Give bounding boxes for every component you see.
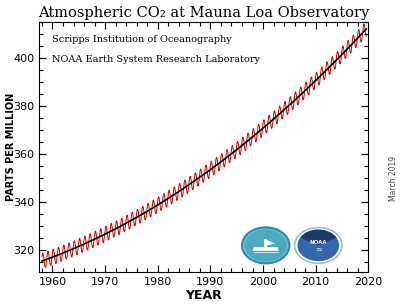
Circle shape — [245, 229, 286, 261]
Polygon shape — [267, 240, 275, 245]
Text: Scripps Institution of Oceanography: Scripps Institution of Oceanography — [52, 34, 232, 44]
X-axis label: YEAR: YEAR — [186, 290, 222, 302]
Text: March 2019: March 2019 — [390, 156, 398, 201]
Circle shape — [298, 229, 339, 261]
Polygon shape — [264, 239, 267, 247]
Circle shape — [295, 227, 342, 263]
Y-axis label: PARTS PER MILLION: PARTS PER MILLION — [6, 93, 16, 201]
Polygon shape — [253, 247, 279, 251]
Wedge shape — [300, 229, 336, 245]
Circle shape — [242, 227, 289, 263]
Title: Atmospheric CO₂ at Mauna Loa Observatory: Atmospheric CO₂ at Mauna Loa Observatory — [38, 6, 370, 19]
Text: NOAA: NOAA — [310, 240, 327, 245]
Text: NOAA Earth System Research Laboratory: NOAA Earth System Research Laboratory — [52, 55, 260, 63]
Text: ≈: ≈ — [315, 244, 322, 253]
